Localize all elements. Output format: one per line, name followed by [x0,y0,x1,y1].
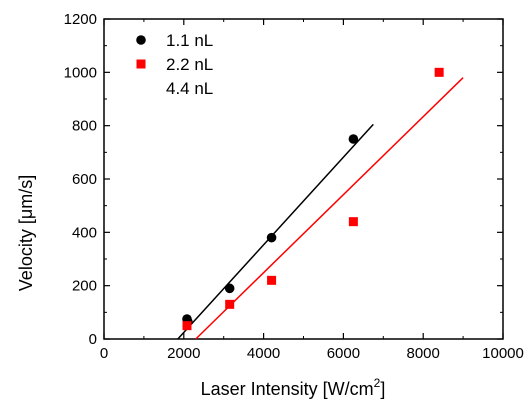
y-tick-label: 400 [72,224,97,241]
x-tick-label: 6000 [327,345,360,362]
x-tick-label: 4000 [247,345,280,362]
y-tick-label: 200 [72,278,97,295]
fit-lines [177,77,464,340]
legend-label-2-2-nl: 2.2 nL [166,55,213,74]
x-axis-title-superscript: 2 [374,376,381,390]
data-point-2-2-nl [348,217,358,227]
legend-label-1-1-nl: 1.1 nL [166,31,213,50]
x-axis-title: Laser Intensity [W/cm2] [201,376,386,399]
data-point-1-1-nl [348,134,359,144]
x-tick-label: 0 [100,345,108,362]
y-tick-label: 600 [72,171,97,188]
legend-marker-1-1-nl [136,35,146,45]
y-axis-title: Velocity [μm/s] [16,175,36,291]
axis-ticks: 0 2000 4000 6000 8000 10000 0 200 400 600 800 1000 1… [64,11,524,362]
data-point-2-2-nl [225,299,235,309]
data-point-1-1-nl [224,283,235,294]
legend-label-4-4-nl: 4.4 nL [166,79,213,98]
y-tick-label: 1200 [64,11,97,28]
data-point-2-2-nl [267,275,277,285]
data-markers [182,67,444,331]
x-tick-label: 8000 [407,345,440,362]
legend: 1.1 nL 2.2 nL 4.4 nL [136,31,213,98]
legend-marker-2-2-nl [136,59,146,69]
y-tick-label: 0 [89,331,97,348]
y-tick-label: 1000 [64,64,97,81]
data-point-2-2-nl [182,321,192,331]
data-point-1-1-nl [266,232,277,243]
x-tick-label: 2000 [167,345,200,362]
fit-line-1-1-nl [177,123,374,340]
fit-line-2-2-nl [195,77,464,340]
plot-area-border [103,18,504,340]
y-tick-label: 800 [72,118,97,135]
plot-frame [103,18,504,340]
x-tick-label: 10000 [482,345,524,362]
data-point-2-2-nl [434,67,444,77]
